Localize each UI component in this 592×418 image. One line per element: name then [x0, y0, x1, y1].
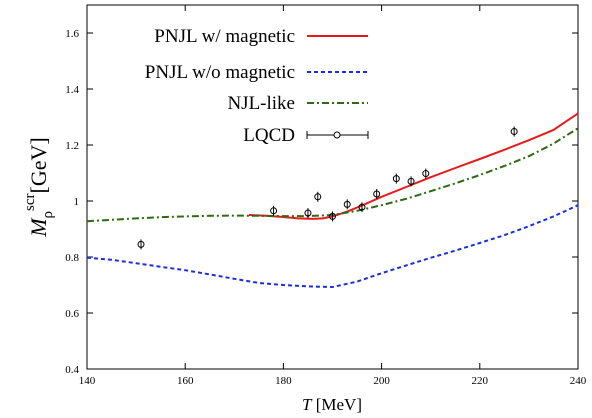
series-line-2 [86, 127, 579, 223]
lqcd-point [329, 212, 336, 220]
x-tick-label: 220 [472, 375, 489, 387]
lqcd-point [343, 200, 351, 208]
series-layer [86, 112, 579, 288]
y-tick-label: 0.8 [65, 252, 79, 264]
plot-frame [86, 4, 579, 370]
lqcd-point [510, 128, 518, 136]
legend: PNJL w/ magnetic PNJL w/o magnetic NJL-lik… [145, 26, 369, 146]
series-line-1 [86, 204, 579, 288]
legend-label-2: NJL-like [227, 93, 295, 114]
ticks-layer: 140 160 180 200 220 240 0.4 0.6 0.8 1 1.2 1.4 1.6 [65, 5, 587, 387]
lqcd-point [392, 175, 400, 183]
points-layer [137, 126, 518, 250]
x-tick-label: 140 [79, 375, 96, 387]
legend-label-lqcd: LQCD [243, 125, 295, 146]
y-tick-label: 0.6 [65, 308, 79, 320]
lqcd-point [314, 193, 322, 201]
x-tick-label: 180 [275, 375, 292, 387]
y-tick-label: 0.4 [65, 364, 79, 376]
y-tick-label: 1.2 [65, 140, 79, 152]
lqcd-point [137, 240, 145, 248]
y-tick-label: 1 [74, 196, 80, 208]
lqcd-point [358, 203, 366, 211]
lqcd-point [270, 207, 278, 215]
lqcd-point [407, 177, 415, 185]
lqcd-point [422, 170, 430, 178]
x-tick-label: 240 [570, 375, 587, 387]
y-axis-title: Mρscr[GeV] [22, 137, 56, 238]
lqcd-point [373, 190, 381, 198]
x-tick-label: 200 [373, 375, 390, 387]
x-tick-label: 160 [177, 375, 194, 387]
legend-swatch-lqcd-point [333, 131, 341, 139]
series-line-0 [248, 112, 579, 220]
y-tick-label: 1.6 [65, 28, 79, 40]
lqcd-point [304, 209, 312, 217]
y-tick-label: 1.4 [65, 84, 79, 96]
legend-label-0: PNJL w/ magnetic [154, 26, 295, 47]
x-axis-title: T [MeV] [302, 395, 362, 414]
legend-label-1: PNJL w/o magnetic [145, 62, 295, 83]
